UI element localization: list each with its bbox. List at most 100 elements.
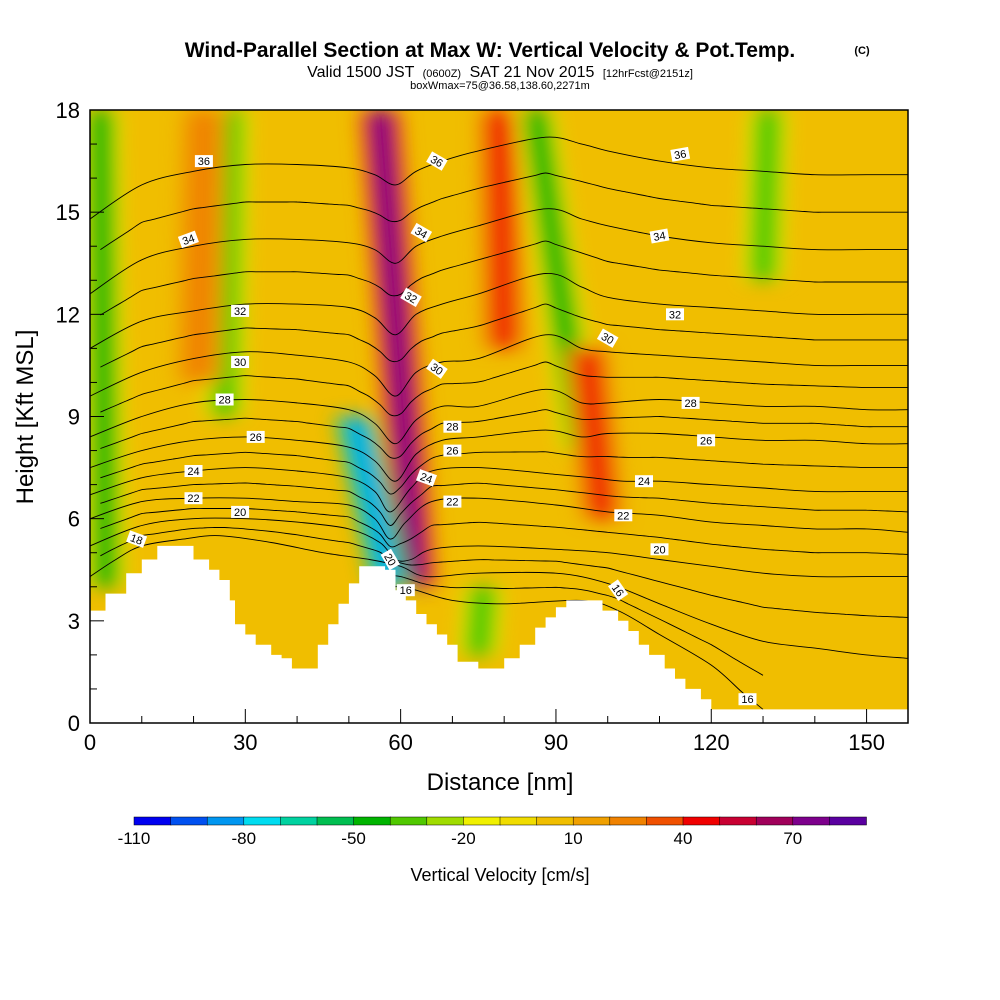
contour-label-text: 28: [218, 395, 230, 407]
isentrope-31: [100, 303, 908, 368]
contour-label-text: 24: [418, 471, 434, 486]
contour-label: 24: [184, 465, 203, 478]
isentrope-36: [90, 136, 908, 220]
colorbar-swatch: [755, 816, 794, 826]
contour-label-bg: [738, 693, 757, 706]
contour-label-bg: [614, 509, 633, 522]
colorbar-swatch: [609, 816, 648, 826]
contour-label-bg: [443, 444, 462, 457]
y-axis-ticks: 0 3 6 9 12 15 18: [56, 98, 104, 736]
contour-label-bg: [410, 222, 433, 243]
contour-label-text: 30: [234, 357, 246, 369]
title-mark: (C): [854, 45, 870, 57]
contour-label-bg: [443, 495, 462, 508]
y-axis-label: Height [Kft MSL]: [12, 330, 39, 505]
contour-label: 22: [443, 495, 462, 509]
subtitle-utc: (0600Z): [423, 68, 462, 80]
contour-label: 32: [231, 304, 250, 318]
updraft-band: [491, 110, 513, 349]
contour-label-text: 30: [599, 331, 616, 348]
colorbar-tick-label: -110: [118, 829, 151, 848]
x-axis-ticks: 0 30 60 90 120 150: [84, 709, 885, 755]
y-tick-label: 0: [68, 711, 80, 736]
contour-label-bg: [681, 396, 700, 409]
contour-label-text: 36: [673, 148, 687, 162]
contour-label: 16: [738, 693, 757, 706]
colorbar-swatch: [353, 816, 391, 826]
colorbar-swatch: [426, 816, 465, 826]
y-tick-label: 3: [68, 609, 80, 634]
contour-label-bg: [194, 155, 213, 168]
colorbar-tick-label: 70: [783, 829, 802, 848]
isentrope-22: [90, 497, 908, 540]
contour-label: 22: [614, 509, 633, 522]
contour-label: 36: [670, 146, 691, 162]
contour-label: 26: [246, 430, 265, 444]
contour-label: 34: [649, 228, 670, 244]
isentrope-20: [90, 517, 908, 578]
contour-label-bg: [400, 287, 422, 307]
contour-label: 32: [666, 308, 684, 321]
subtitle-forecast: [12hrFcst@2151z]: [603, 68, 693, 80]
contour-label-bg: [426, 358, 448, 379]
contour-label-bg: [184, 465, 203, 477]
y-tick-label: 12: [56, 302, 80, 327]
colorbar-tick-label: -20: [451, 829, 476, 848]
updraft-band: [579, 348, 611, 519]
contour-label: 28: [215, 393, 234, 407]
colorbar-swatch: [536, 816, 574, 826]
contour-label-bg: [126, 530, 148, 548]
isentrope-30: [90, 334, 908, 397]
contour-label: 20: [650, 543, 669, 556]
contour-label-text: 32: [669, 309, 681, 321]
contour-label-text: 24: [638, 476, 650, 488]
contour-label-text: 30: [428, 361, 445, 378]
colorbar-swatch: [316, 816, 355, 826]
x-tick-label: 120: [693, 730, 730, 755]
updraft-band: [372, 110, 425, 587]
contour-label: 34: [410, 222, 433, 243]
contour-label-bg: [396, 584, 415, 597]
contour-label-text: 36: [428, 154, 445, 171]
updraft-band: [190, 110, 212, 383]
contour-label-bg: [697, 434, 716, 447]
contour-label-bg: [231, 356, 250, 368]
contour-label-bg: [415, 469, 438, 487]
chart-title: Wind-Parallel Section at Max W: Vertical…: [185, 39, 796, 62]
contour-label: 36: [426, 151, 448, 171]
chart-subtitle: Valid 1500 JST (0600Z) SAT 21 Nov 2015 […: [307, 64, 693, 81]
colorbar-swatch: [280, 816, 318, 826]
contour-label: 30: [596, 328, 619, 348]
terrain: [90, 545, 908, 723]
contour-label: 24: [415, 469, 438, 487]
isentrope-25: [100, 451, 908, 495]
contour-label: 22: [184, 492, 203, 505]
isentrope-18: [90, 535, 908, 659]
downdraft-band: [755, 110, 776, 281]
contour-label-bg: [670, 146, 691, 162]
contour-label-bg: [608, 579, 629, 602]
isentrope-23: [100, 482, 908, 526]
contour-label-bg: [380, 548, 400, 571]
x-tick-label: 150: [848, 730, 885, 755]
isentrope-27: [100, 409, 908, 459]
chart-title-group: Wind-Parallel Section at Max W: Vertical…: [185, 39, 870, 92]
colorbar: -110 -80 -50 -20 10 40 70: [118, 816, 867, 848]
contour-label-bg: [649, 228, 670, 244]
contour-label-text: 16: [609, 582, 626, 599]
contour-label: 16: [608, 579, 629, 602]
contour-label-text: 18: [128, 532, 144, 547]
contour-labels: 36 36 36 34 34 34 32 32 32 30 30 30 28 28 28 26 26 26 24 24…: [126, 146, 757, 706]
contour-label-text: 20: [234, 507, 246, 519]
colorbar-tick-label: -80: [232, 829, 257, 848]
colorbar-tick-label: 10: [564, 829, 583, 848]
y-tick-label: 9: [68, 405, 80, 430]
contour-label: 16: [396, 584, 415, 597]
x-tick-label: 60: [388, 730, 412, 755]
colorbar-swatch: [572, 816, 611, 826]
x-tick-label: 90: [544, 730, 568, 755]
colorbar-swatch: [243, 816, 282, 826]
isentrope-17: [369, 572, 764, 676]
contour-label-bg: [231, 505, 250, 518]
